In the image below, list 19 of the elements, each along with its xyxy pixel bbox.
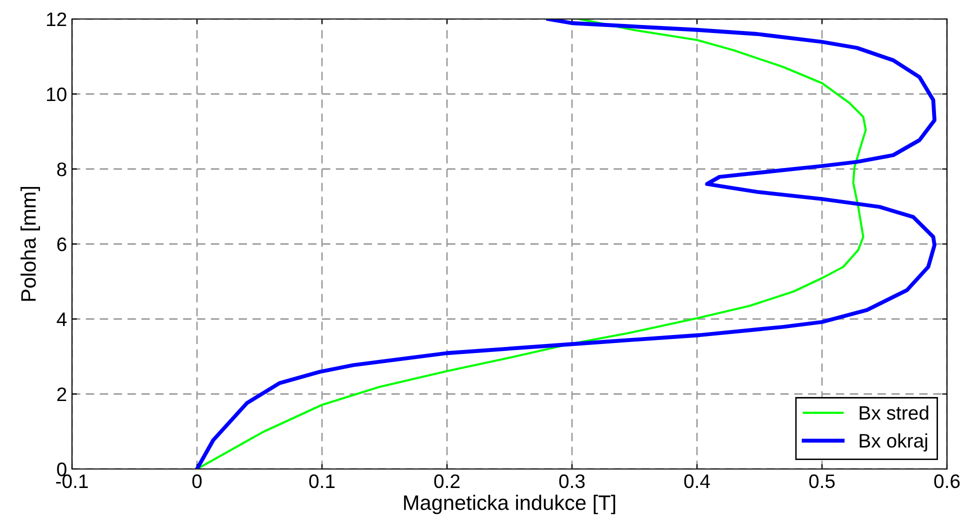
x-tick-label: 0.3 — [559, 474, 585, 488]
y-tick-label: 10 — [46, 87, 66, 102]
x-tick-label: 0.1 — [309, 474, 335, 488]
x-tick-label: 0 — [192, 474, 202, 488]
legend-label: Bx stred — [860, 406, 928, 420]
x-tick-label: 0.4 — [684, 474, 710, 488]
x-tick-label: 0.2 — [434, 474, 460, 488]
y-tick-label: 8 — [57, 162, 66, 176]
x-axis-title: Magneticka indukce [T] — [404, 494, 616, 514]
y-axis-title: Poloha [mm] — [20, 187, 40, 301]
x-tick-label: 0.5 — [809, 474, 835, 488]
y-tick-label: 12 — [46, 12, 66, 26]
y-tick-label: 4 — [56, 312, 67, 326]
x-tick-label: 0.6 — [934, 474, 960, 488]
legend-label: Bx okraj — [860, 433, 928, 452]
y-tick-label: 0 — [57, 462, 66, 476]
y-tick-label: 6 — [57, 237, 66, 252]
y-tick-label: 2 — [57, 387, 66, 402]
x-tick-label: -0.1 — [56, 474, 88, 488]
